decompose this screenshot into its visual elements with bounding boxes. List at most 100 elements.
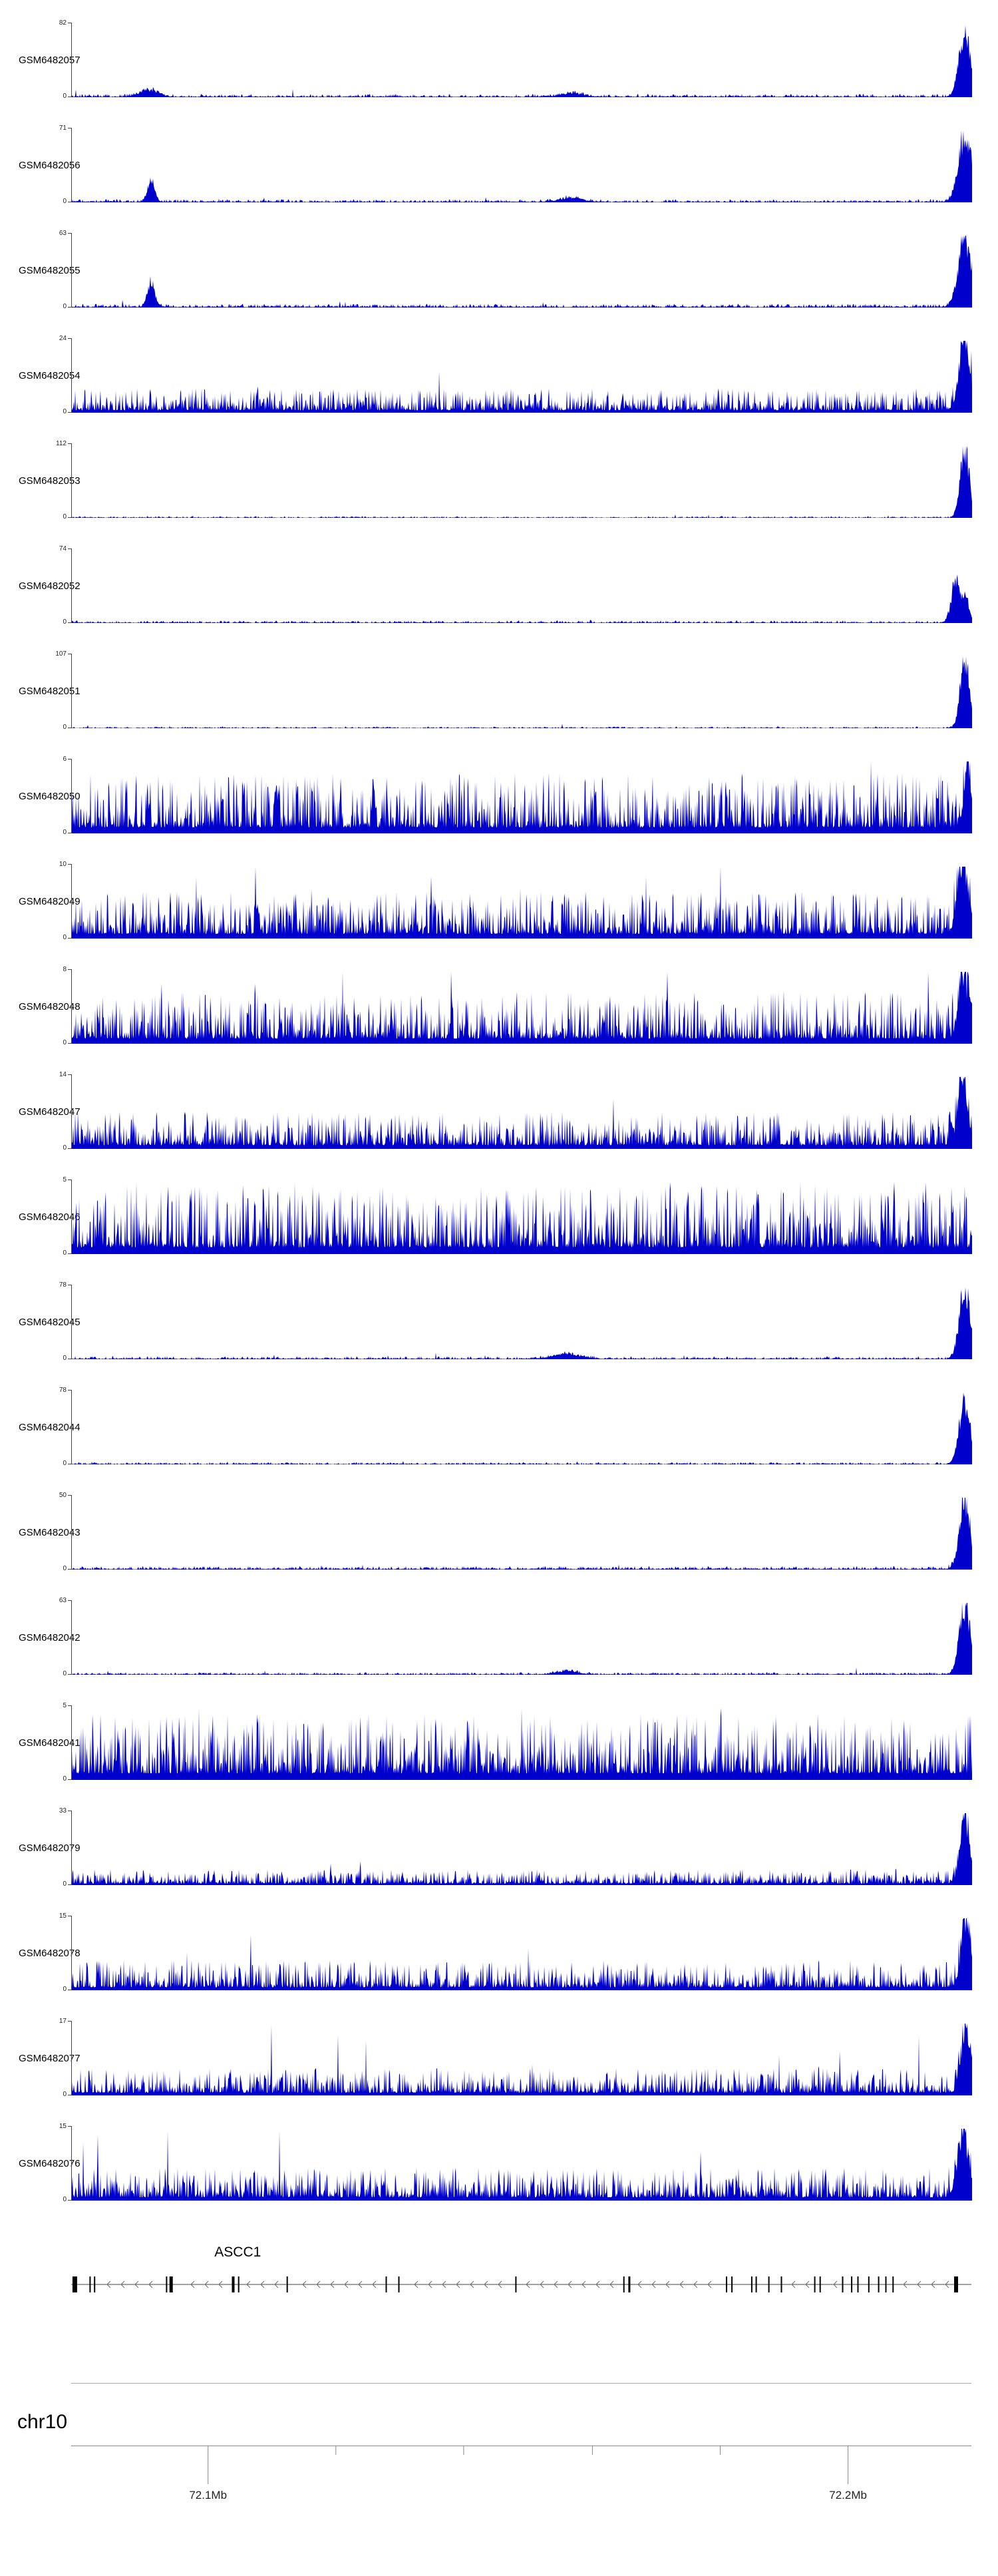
y-axis-max-label: 5	[63, 1176, 67, 1183]
track-label: GSM6482056	[19, 160, 81, 171]
track-label: GSM6482055	[19, 265, 81, 276]
strand-arrow-icon	[903, 2280, 908, 2288]
track-label: GSM6482050	[19, 791, 81, 802]
track-label: GSM6482054	[19, 370, 81, 381]
y-axis-zero-label: 0	[63, 618, 67, 626]
signal-area	[72, 656, 972, 728]
strand-arrow-icon	[791, 2280, 796, 2288]
track-row: GSM6482041 5 0	[0, 1702, 998, 1811]
y-axis-zero-label: 0	[63, 1986, 67, 1993]
exon-box	[885, 2276, 887, 2292]
track-label: GSM6482052	[19, 580, 81, 592]
strand-arrow-icon	[316, 2280, 321, 2288]
y-axis-max-label: 107	[55, 650, 67, 658]
track-row: GSM6482052 74 0	[0, 545, 998, 654]
y-axis-zero-label: 0	[63, 1355, 67, 1362]
exon-box	[169, 2276, 173, 2292]
exon-box	[857, 2276, 859, 2292]
y-axis-max-label: 63	[59, 1597, 67, 1604]
exon-box	[385, 2276, 387, 2292]
strand-arrow-icon	[302, 2280, 307, 2288]
y-axis-max-label: 17	[59, 2018, 67, 2025]
track-row: GSM6482043 50 0	[0, 1492, 998, 1600]
exon-box	[868, 2276, 870, 2292]
track-row: GSM6482054 24 0	[0, 335, 998, 443]
y-axis-max-label: 10	[59, 861, 67, 868]
strand-arrow-icon	[190, 2280, 195, 2288]
strand-arrow-icon	[595, 2280, 600, 2288]
coverage-plot: 71 0	[59, 124, 972, 205]
gene-track: ASCC1	[71, 2245, 971, 2318]
signal-area	[72, 1708, 972, 1780]
signal-area	[72, 761, 972, 833]
signal-area	[72, 1077, 972, 1149]
signal-area	[72, 1603, 972, 1675]
chromosome-label: chr10	[17, 2411, 68, 2433]
coverage-plot: 78 0	[59, 1387, 972, 1467]
exon-box	[89, 2276, 91, 2292]
coverage-plot: 15 0	[59, 1912, 972, 1993]
strand-arrow-icon	[456, 2280, 460, 2288]
track-label: GSM6482042	[19, 1632, 81, 1643]
y-axis-max-label: 14	[59, 1071, 67, 1078]
y-axis-max-label: 78	[59, 1281, 67, 1289]
y-axis-max-label: 71	[59, 124, 67, 132]
track-label: GSM6482046	[19, 1211, 81, 1223]
coverage-tracks: GSM6482057 82 0 GSM6482056 71 0 GSM6482055 63 0 G…	[0, 19, 998, 2231]
track-row: GSM6482047 14 0	[0, 1071, 998, 1180]
strand-arrow-icon	[651, 2280, 656, 2288]
strand-arrow-icon	[470, 2280, 474, 2288]
exon-box	[814, 2276, 816, 2292]
exon-box	[166, 2276, 168, 2292]
strand-arrow-icon	[931, 2280, 935, 2288]
coordinate-label: 72.1Mb	[189, 2489, 227, 2501]
coverage-plot: 33 0	[59, 1807, 972, 1888]
track-row: GSM6482049 10 0	[0, 861, 998, 969]
y-axis-zero-label: 0	[63, 1565, 67, 1572]
strand-arrow-icon	[414, 2280, 418, 2288]
coverage-plot: 50 0	[59, 1492, 972, 1572]
track-row: GSM6482077 17 0	[0, 2018, 998, 2126]
exon-box	[755, 2276, 757, 2292]
strand-arrow-icon	[568, 2280, 572, 2288]
track-row: GSM6482045 78 0	[0, 1281, 998, 1390]
coverage-plot: 10 0	[59, 861, 972, 941]
track-label: GSM6482057	[19, 55, 81, 66]
coverage-plot: 15 0	[59, 2123, 972, 2203]
exon-box	[94, 2276, 96, 2292]
y-axis-zero-label: 0	[63, 513, 67, 521]
track-row: GSM6482044 78 0	[0, 1387, 998, 1495]
y-axis-zero-label: 0	[63, 1039, 67, 1046]
strand-arrow-icon	[442, 2280, 446, 2288]
y-axis-zero-label: 0	[63, 1460, 67, 1467]
y-axis-zero-label: 0	[63, 2091, 67, 2098]
strand-arrow-icon	[805, 2280, 810, 2288]
exon-box	[750, 2276, 752, 2292]
y-axis-zero-label: 0	[63, 1144, 67, 1152]
y-axis-zero-label: 0	[63, 1670, 67, 1677]
y-axis-max-label: 6	[63, 755, 67, 763]
coverage-plot: 14 0	[59, 1071, 972, 1152]
track-row: GSM6482057 82 0	[0, 19, 998, 128]
y-axis-max-label: 24	[59, 335, 67, 342]
track-row: GSM6482055 63 0	[0, 230, 998, 338]
strand-arrow-icon	[526, 2280, 530, 2288]
y-axis-max-label: 15	[59, 1912, 67, 1920]
strand-arrow-icon	[498, 2280, 502, 2288]
strand-arrow-icon	[707, 2280, 712, 2288]
y-axis-zero-label: 0	[63, 724, 67, 731]
strand-arrow-icon	[582, 2280, 586, 2288]
coverage-plot: 74 0	[59, 545, 972, 626]
y-axis-max-label: 63	[59, 230, 67, 237]
exon-box	[628, 2276, 631, 2292]
coverage-plot: 112 0	[56, 440, 972, 521]
exon-box	[72, 2276, 77, 2292]
exon-box	[954, 2276, 958, 2292]
coverage-plot: 24 0	[59, 335, 972, 415]
track-row: GSM6482056 71 0	[0, 124, 998, 233]
signal-area	[72, 446, 972, 518]
coordinate-label: 72.2Mb	[829, 2489, 867, 2501]
